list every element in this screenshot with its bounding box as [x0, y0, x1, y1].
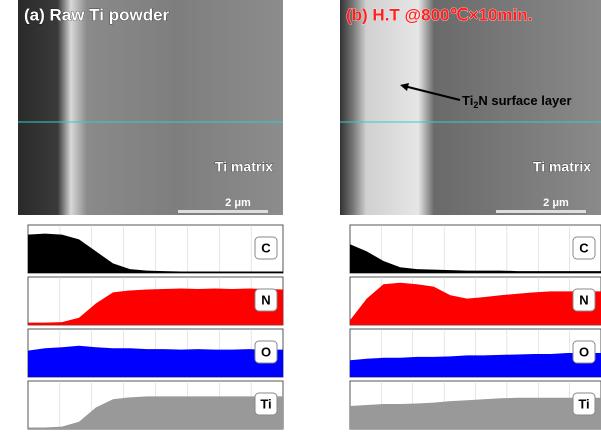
- element-label: O: [579, 344, 589, 359]
- profile: [350, 282, 601, 325]
- annotation-part: N surface layer: [478, 93, 571, 108]
- element-box: [254, 340, 278, 364]
- panel-title: (a) Raw Ti powder: [24, 5, 170, 24]
- element-label: N: [579, 292, 588, 307]
- element-label: C: [579, 240, 589, 255]
- arrow: [403, 85, 461, 101]
- element-label: C: [261, 240, 271, 255]
- annotation: Ti2N surface layer: [462, 93, 572, 110]
- scale-bar: [496, 210, 586, 213]
- profile: [28, 288, 283, 325]
- profile: [28, 345, 283, 377]
- sem-image: [18, 0, 283, 215]
- element-box: [572, 288, 596, 312]
- arrow-head: [400, 83, 409, 91]
- element-box: [572, 236, 596, 260]
- scale-label: 2 μm: [225, 197, 251, 209]
- profile: [350, 397, 601, 429]
- element-label: Ti: [578, 396, 589, 411]
- annotation-part: 2: [473, 100, 478, 110]
- profile: [28, 396, 283, 429]
- element-box: [572, 392, 596, 416]
- matrix-label: Ti matrix: [533, 159, 591, 175]
- scale-bar: [178, 210, 268, 213]
- element-box: [254, 392, 278, 416]
- element-box: [572, 340, 596, 364]
- element-label: O: [261, 344, 271, 359]
- scale-label: 2 μm: [543, 197, 569, 209]
- panel-title: (b) H.T @800℃×10min.: [346, 5, 532, 24]
- profile: [350, 353, 601, 377]
- matrix-label: Ti matrix: [215, 159, 273, 175]
- profile: [350, 244, 601, 273]
- sem-image: [340, 0, 601, 215]
- profile: [28, 233, 283, 273]
- element-box: [254, 236, 278, 260]
- element-label: Ti: [260, 396, 271, 411]
- annotation-part: Ti: [462, 93, 473, 108]
- element-box: [254, 288, 278, 312]
- element-label: N: [261, 292, 270, 307]
